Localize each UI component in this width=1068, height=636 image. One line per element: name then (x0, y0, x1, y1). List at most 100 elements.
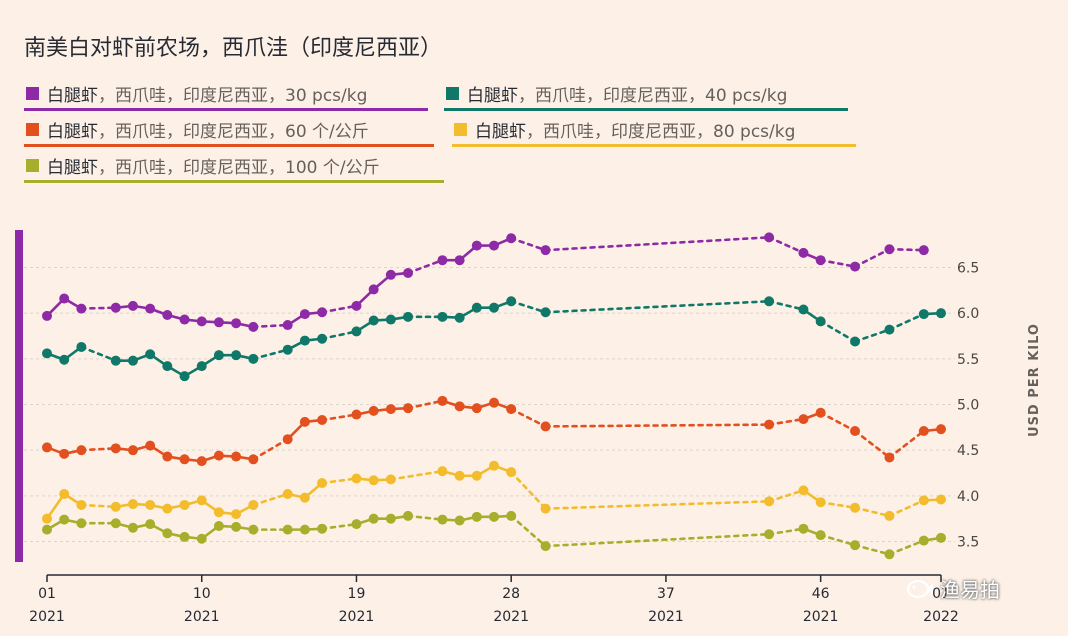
data-point (815, 407, 826, 418)
data-point (454, 312, 465, 323)
series-segment (767, 417, 805, 426)
data-point (884, 244, 895, 255)
data-point (42, 442, 52, 453)
data-point (76, 303, 87, 314)
data-point (454, 470, 465, 481)
legend-item-40: 白腿虾 ，西爪哇，印度尼西亚，40 pcs/kg (444, 80, 848, 111)
data-point (213, 350, 224, 361)
data-point (936, 424, 946, 435)
data-point (213, 450, 224, 461)
watermark-text: 渔易拍 (940, 578, 1000, 602)
data-point (918, 309, 929, 320)
data-point (403, 510, 414, 521)
data-point (850, 336, 861, 347)
legend-label-rest: ，西爪哇，印度尼西亚，30 pcs/kg (98, 85, 368, 106)
data-point (127, 355, 138, 366)
chart-title: 南美白对虾前农场，西爪洼（印度尼西亚） (24, 36, 443, 61)
data-point (437, 466, 448, 477)
legend-label-rest: ，西爪哇，印度尼西亚，100 个/公斤 (98, 157, 380, 178)
series-segment (888, 539, 926, 556)
data-point (798, 304, 809, 315)
series-segment (767, 236, 805, 255)
data-point (471, 302, 482, 313)
y-axis: 3.5 4.0 4.5 5.0 5.5 6.0 6.5 (957, 261, 979, 551)
legend-label-strong: 白腿虾 (475, 121, 526, 142)
data-point (162, 503, 173, 514)
data-point (213, 317, 224, 328)
data-point (59, 448, 70, 459)
data-point (884, 452, 895, 463)
legend-item-60: 白腿虾 ，西爪哇，印度尼西亚，60 个/公斤 (24, 116, 434, 147)
data-point (299, 309, 310, 320)
data-point (196, 495, 207, 506)
x-tick-label: 01 (38, 586, 56, 602)
data-point (127, 445, 138, 456)
data-point (351, 409, 362, 420)
x-tick-label: 46 (812, 586, 830, 602)
data-point (540, 421, 551, 432)
data-point (936, 532, 946, 543)
data-point (145, 303, 156, 314)
data-point (368, 513, 379, 524)
y-axis-label: USD PER KILO (1027, 323, 1042, 437)
data-point (850, 425, 861, 436)
data-point (196, 533, 207, 544)
data-point (162, 451, 173, 462)
series-segment (252, 323, 289, 329)
data-point (351, 300, 362, 311)
series-segment (252, 492, 289, 507)
data-point (76, 341, 87, 352)
series-segment (853, 506, 891, 518)
y-tick-label: 4.0 (957, 489, 979, 505)
legend-label-strong: 白腿虾 (47, 157, 98, 178)
data-point (540, 541, 551, 552)
series-segment (45, 492, 66, 520)
data-point (76, 445, 87, 456)
data-point (213, 507, 224, 518)
y-tick-label: 6.0 (957, 306, 979, 322)
data-point (42, 348, 52, 359)
data-point (385, 314, 396, 325)
data-point (918, 425, 929, 436)
y-tick-label: 5.0 (957, 398, 979, 414)
data-point (248, 353, 259, 364)
data-point (403, 403, 414, 414)
series-segment (320, 413, 358, 422)
series-segment (544, 236, 771, 252)
data-point (351, 519, 362, 530)
x-tick-year-label: 2022 (923, 609, 959, 625)
data-point (764, 529, 775, 540)
data-point (110, 443, 121, 454)
data-point (918, 245, 929, 256)
data-point (884, 324, 895, 335)
data-point (798, 247, 809, 258)
y-tick-label: 4.5 (957, 443, 979, 459)
series-segment (888, 429, 926, 459)
data-point (317, 415, 328, 426)
data-point (385, 474, 396, 485)
data-point (850, 261, 861, 272)
data-point (506, 233, 517, 244)
series-segment (767, 299, 805, 311)
data-point (162, 309, 173, 320)
legend-label-rest: ，西爪哇，印度尼西亚，60 个/公斤 (98, 121, 369, 142)
data-point (179, 499, 190, 510)
data-point (385, 269, 396, 280)
legend-label-rest: ，西爪哇，印度尼西亚，80 pcs/kg (526, 121, 796, 142)
data-point (213, 520, 224, 531)
data-point (403, 311, 414, 322)
series-segment (544, 423, 771, 428)
series-segment (819, 500, 857, 510)
series-segment (819, 533, 857, 547)
series-segment (252, 437, 289, 461)
series-segment (544, 500, 771, 510)
legend-label-rest: ，西爪哇，印度尼西亚，40 pcs/kg (518, 85, 788, 106)
series-segment (767, 527, 805, 536)
series-segment (509, 299, 547, 314)
data-point (540, 307, 551, 318)
data-point (815, 316, 826, 327)
x-tick-label: 28 (502, 586, 520, 602)
series-segment (888, 247, 926, 252)
data-point (437, 255, 448, 266)
data-point (884, 510, 895, 521)
